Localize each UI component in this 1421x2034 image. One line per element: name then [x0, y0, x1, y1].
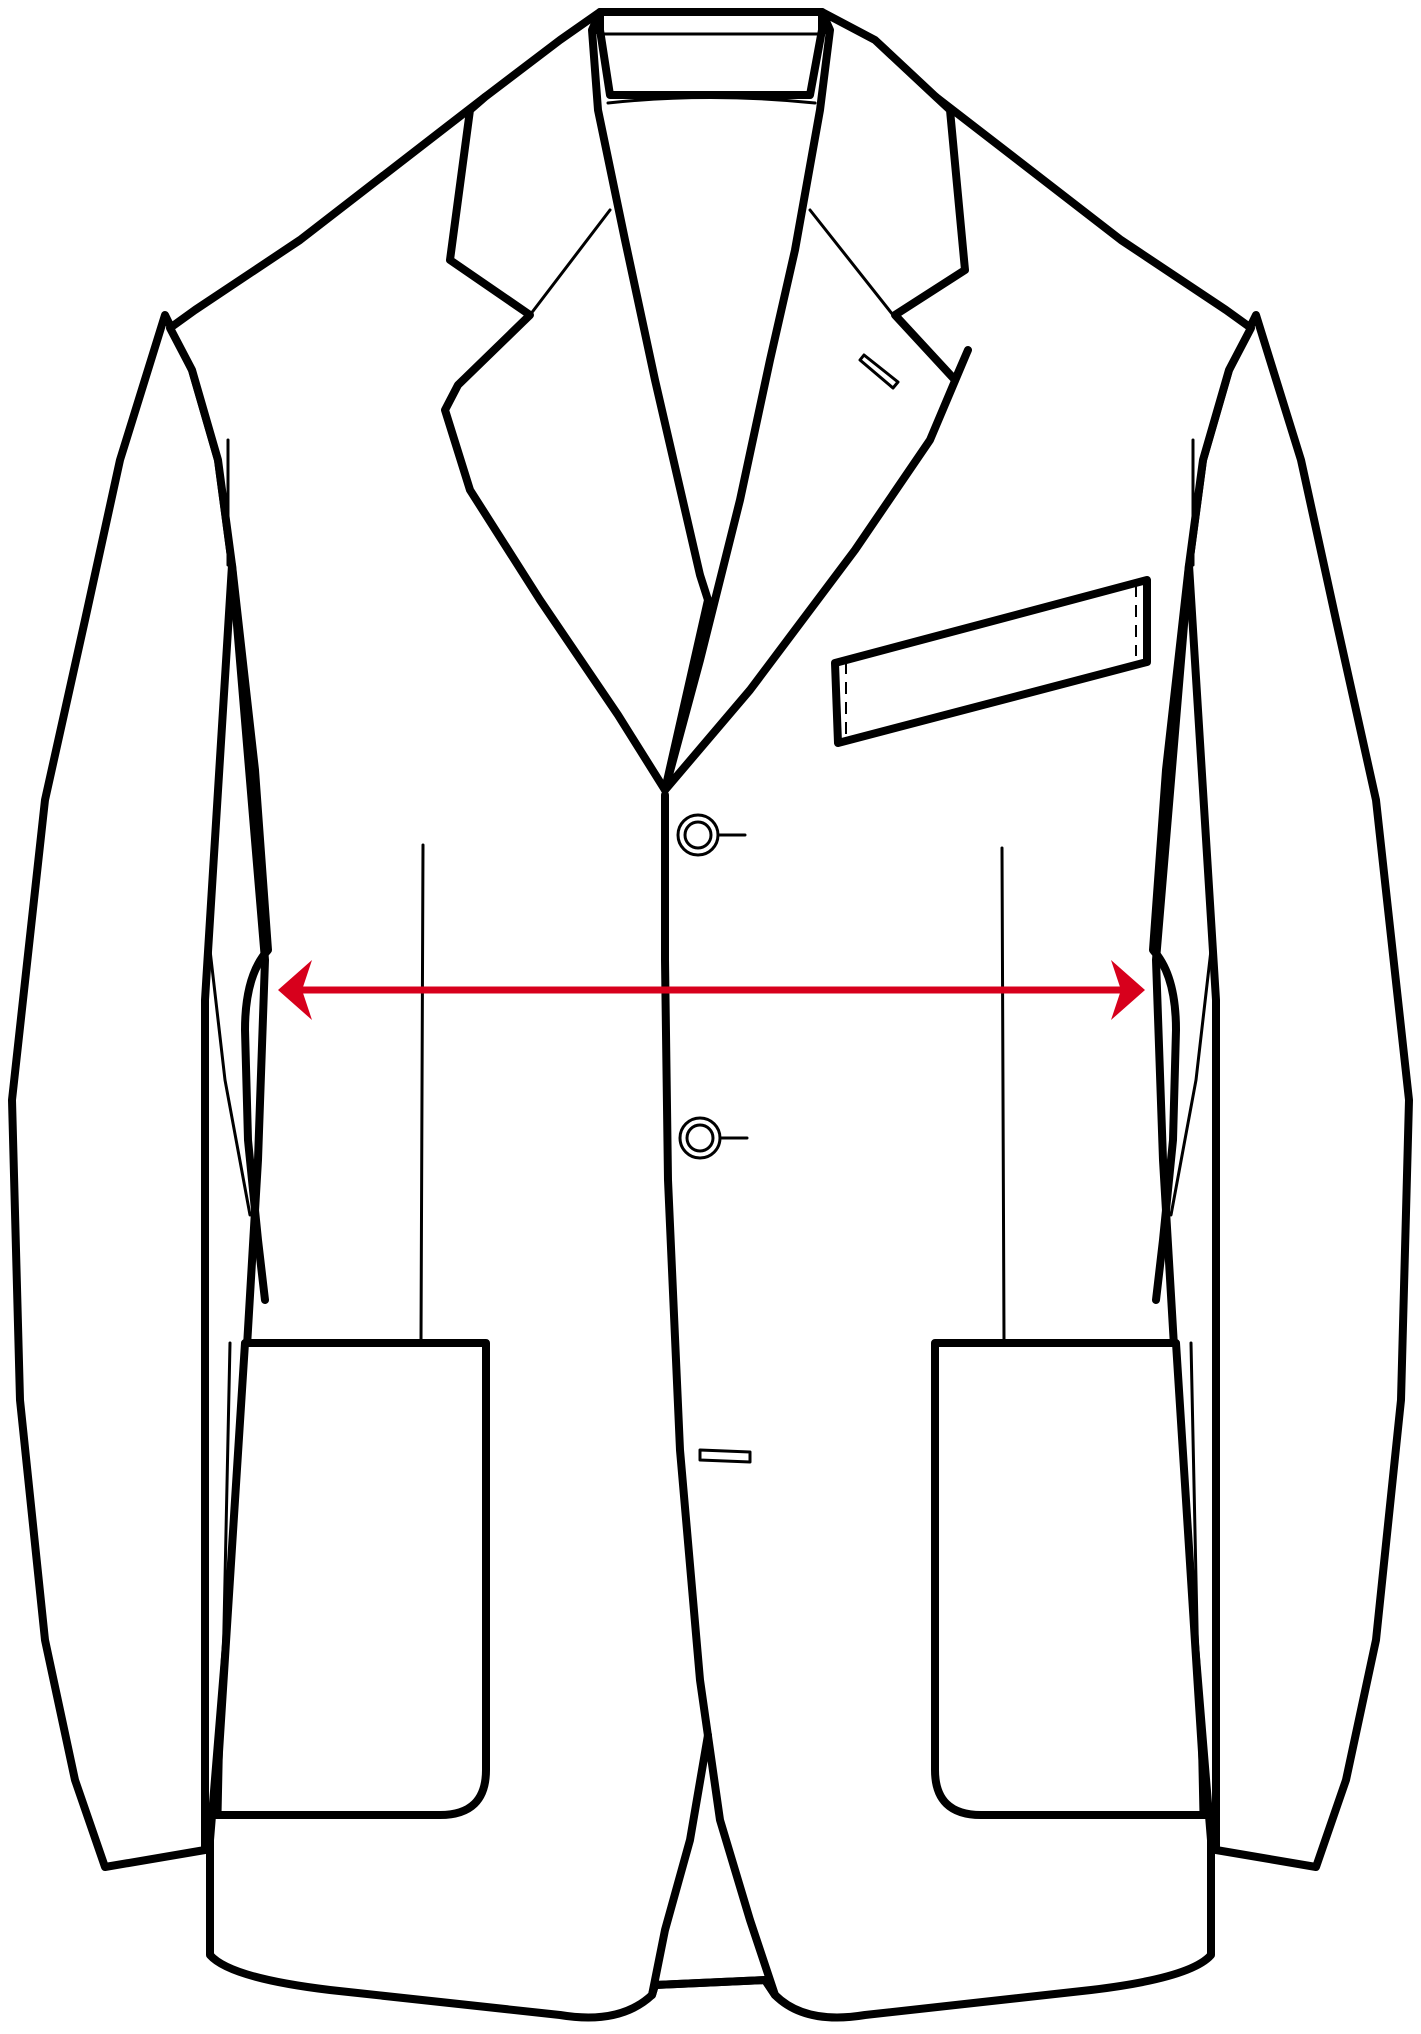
- left-patch-pocket: [211, 1339, 490, 1819]
- right-side-body-line: [1149, 561, 1193, 1304]
- right-gorge-line: [808, 208, 895, 317]
- measure-arrowhead-left: [278, 960, 312, 1020]
- front-edge: [661, 791, 779, 1999]
- right-front-dart: [1000, 846, 1006, 1342]
- right-sleeve: [1185, 311, 1413, 1871]
- under-front-edge: [648, 1731, 712, 1999]
- left-side-body-line: [228, 561, 272, 1304]
- collar-back: [596, 8, 826, 99]
- left-front-dart: [419, 843, 425, 1342]
- left-side-seam: [208, 841, 252, 1217]
- measure-arrowhead-right: [1111, 960, 1145, 1020]
- lower-buttonhole: [698, 1448, 752, 1464]
- left-gorge-line: [528, 208, 612, 317]
- chest-width-arrow: [278, 960, 1145, 1020]
- right-lapel: [661, 8, 972, 794]
- left-sleeve: [8, 311, 236, 1871]
- button-1: [676, 813, 747, 857]
- right-pocket-side-thin: [1189, 1341, 1203, 1817]
- lapel-buttonhole: [858, 353, 900, 390]
- breast-pocket: [831, 576, 1151, 747]
- button-2: [678, 1116, 749, 1160]
- right-side-seam: [1169, 841, 1213, 1217]
- collar-stand-line: [606, 96, 817, 105]
- left-pocket-side-thin: [218, 1341, 232, 1817]
- hem-front-edge: [648, 1976, 779, 1999]
- left-lapel: [441, 8, 712, 794]
- right-patch-pocket: [931, 1339, 1210, 1819]
